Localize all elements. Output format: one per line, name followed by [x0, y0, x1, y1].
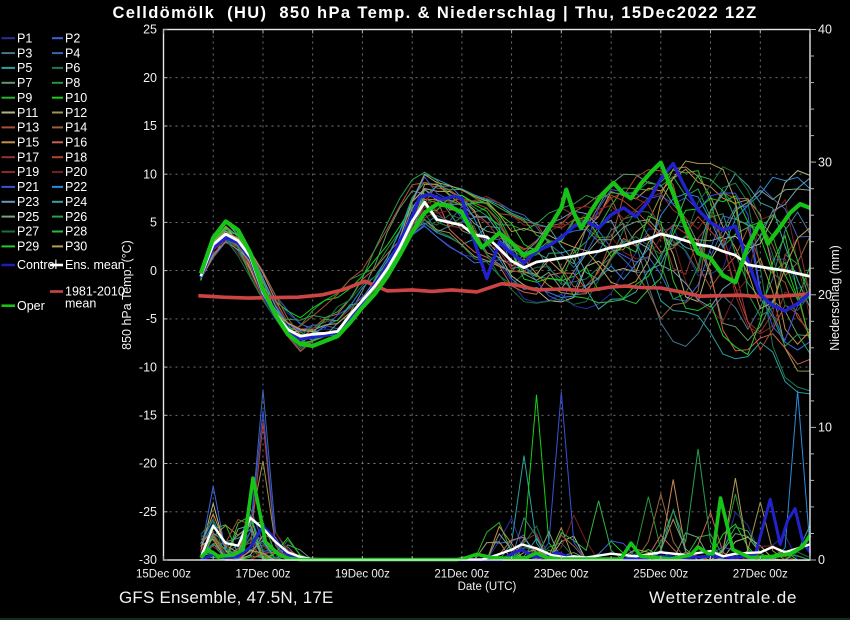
- svg-text:P24: P24: [65, 195, 87, 209]
- svg-text:Wetterzentrale.de: Wetterzentrale.de: [649, 588, 797, 607]
- svg-text:P9: P9: [17, 91, 32, 105]
- svg-text:0: 0: [150, 264, 157, 278]
- svg-text:19Dec 00z: 19Dec 00z: [335, 569, 390, 581]
- svg-text:P29: P29: [17, 240, 39, 254]
- svg-text:-25: -25: [139, 505, 157, 519]
- svg-text:Celldömölk (HU) 850 hPa Temp: Celldömölk (HU) 850 hPa Temp. & Niedersc…: [112, 4, 757, 22]
- svg-text:17Dec 00z: 17Dec 00z: [236, 569, 291, 581]
- svg-text:Ens. mean: Ens. mean: [65, 258, 125, 272]
- svg-text:P28: P28: [65, 225, 87, 239]
- svg-text:P1: P1: [17, 31, 32, 45]
- svg-text:P15: P15: [17, 136, 39, 150]
- svg-text:P10: P10: [65, 91, 87, 105]
- svg-text:40: 40: [818, 23, 832, 37]
- svg-text:P30: P30: [65, 240, 87, 254]
- svg-text:-20: -20: [139, 457, 157, 471]
- svg-text:10: 10: [818, 421, 832, 435]
- svg-text:P8: P8: [65, 76, 80, 90]
- svg-text:P3: P3: [17, 46, 32, 60]
- svg-text:P18: P18: [65, 150, 87, 164]
- svg-text:-10: -10: [139, 360, 157, 374]
- svg-text:P2: P2: [65, 31, 80, 45]
- svg-text:P27: P27: [17, 225, 39, 239]
- svg-text:-5: -5: [146, 312, 157, 326]
- svg-text:P22: P22: [65, 180, 87, 194]
- svg-text:P25: P25: [17, 210, 39, 224]
- svg-text:20: 20: [818, 288, 832, 302]
- svg-text:Control: Control: [17, 258, 57, 272]
- svg-text:1981-2010: 1981-2010: [65, 285, 125, 299]
- svg-text:15Dec 00z: 15Dec 00z: [136, 569, 191, 581]
- svg-text:27Dec 00z: 27Dec 00z: [733, 569, 788, 581]
- svg-text:mean: mean: [65, 297, 96, 311]
- svg-text:-15: -15: [139, 409, 157, 423]
- svg-text:0: 0: [818, 553, 825, 567]
- svg-text:30: 30: [818, 155, 832, 169]
- svg-text:P13: P13: [17, 121, 39, 135]
- svg-text:P5: P5: [17, 61, 32, 75]
- svg-text:10: 10: [143, 167, 157, 181]
- svg-text:Oper: Oper: [17, 299, 45, 313]
- svg-text:P26: P26: [65, 210, 87, 224]
- svg-text:P12: P12: [65, 106, 87, 120]
- svg-text:25: 25: [143, 23, 157, 37]
- svg-text:GFS Ensemble, 47.5N, 17E: GFS Ensemble, 47.5N, 17E: [119, 588, 334, 607]
- svg-text:P7: P7: [17, 76, 32, 90]
- svg-text:25Dec 00z: 25Dec 00z: [633, 569, 688, 581]
- svg-text:P16: P16: [65, 136, 87, 150]
- svg-text:P20: P20: [65, 165, 87, 179]
- svg-text:5: 5: [150, 216, 157, 230]
- svg-text:-30: -30: [139, 553, 157, 567]
- svg-text:P19: P19: [17, 165, 39, 179]
- svg-text:P14: P14: [65, 121, 87, 135]
- svg-text:20: 20: [143, 71, 157, 85]
- svg-text:P6: P6: [65, 61, 80, 75]
- svg-text:P21: P21: [17, 180, 39, 194]
- svg-text:850 hPa Temp. (°C): 850 hPa Temp. (°C): [120, 240, 134, 350]
- svg-text:P17: P17: [17, 150, 39, 164]
- svg-text:Date (UTC): Date (UTC): [458, 581, 517, 593]
- svg-text:P4: P4: [65, 46, 80, 60]
- svg-text:P23: P23: [17, 195, 39, 209]
- svg-text:23Dec 00z: 23Dec 00z: [534, 569, 589, 581]
- svg-text:21Dec 00z: 21Dec 00z: [434, 569, 489, 581]
- svg-text:P11: P11: [17, 106, 38, 120]
- svg-text:15: 15: [143, 119, 157, 133]
- svg-text:Niederschlag (mm): Niederschlag (mm): [828, 245, 842, 351]
